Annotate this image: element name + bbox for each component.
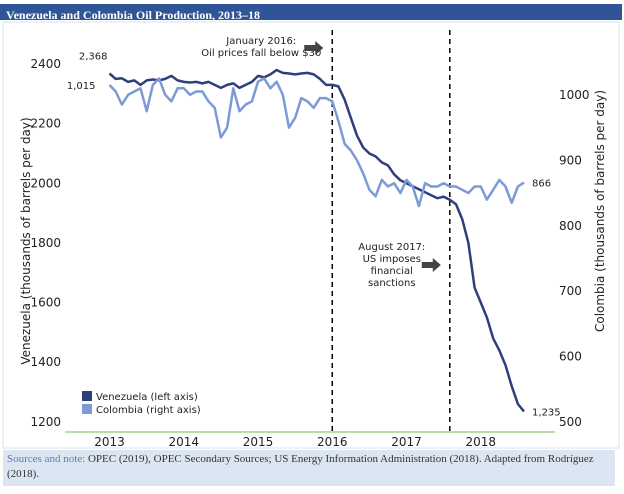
event-arrow — [421, 258, 441, 272]
y2-tick-label: 900 — [559, 153, 582, 167]
y-tick-label: 2200 — [30, 117, 61, 131]
source-head: Sources and note: — [7, 453, 86, 465]
source-text: OPEC (2019), OPEC Secondary Sources; US … — [7, 453, 594, 480]
y2-tick-label: 1000 — [559, 88, 590, 102]
event-label: financial — [371, 266, 413, 277]
value-label: 2,368 — [79, 52, 108, 63]
value-label: 1,235 — [532, 407, 561, 418]
x-tick-label: 2018 — [465, 435, 496, 449]
legend-swatch — [82, 391, 92, 401]
y2-axis-label: Colombia (thousands of barrels per day) — [593, 90, 607, 332]
chart-title: Venezuela and Colombia Oil Production, 2… — [6, 8, 261, 22]
x-tick-label: 2017 — [391, 435, 422, 449]
y-tick-label: 1600 — [30, 296, 61, 310]
legend-label: Colombia (right axis) — [96, 405, 201, 416]
source-note: Sources and note: OPEC (2019), OPEC Seco… — [3, 450, 615, 486]
series-line — [108, 68, 525, 413]
y2-tick-label: 600 — [559, 350, 582, 364]
legend-label: Venezuela (left axis) — [96, 392, 198, 403]
x-tick-label: 2015 — [243, 435, 274, 449]
event-label: August 2017: — [358, 242, 425, 253]
value-label: 1,015 — [67, 81, 96, 92]
y-tick-label: 1400 — [30, 355, 61, 369]
y2-tick-label: 800 — [559, 219, 582, 233]
x-tick-label: 2013 — [94, 435, 125, 449]
series-line — [108, 77, 525, 208]
chart-frame — [2, 21, 620, 449]
y-axis-label: Venezuela (thousands of barrels per day) — [19, 117, 33, 364]
y2-tick-label: 700 — [559, 284, 582, 298]
legend-swatch — [82, 404, 92, 414]
x-tick-label: 2014 — [169, 435, 200, 449]
y-tick-label: 2000 — [30, 176, 61, 190]
value-label: 866 — [532, 179, 551, 190]
x-tick-label: 2016 — [317, 435, 348, 449]
event-label: Oil prices fall below $30 — [201, 48, 321, 59]
event-arrow — [304, 41, 324, 55]
y-tick-label: 1200 — [30, 415, 61, 429]
event-label: January 2016: — [225, 36, 296, 47]
y-tick-label: 1800 — [30, 236, 61, 250]
y2-tick-label: 500 — [559, 415, 582, 429]
y-tick-label: 2400 — [30, 57, 61, 71]
event-label: sanctions — [368, 278, 416, 289]
header-bar: Venezuela and Colombia Oil Production, 2… — [0, 4, 622, 22]
event-label: US imposes — [363, 254, 421, 265]
